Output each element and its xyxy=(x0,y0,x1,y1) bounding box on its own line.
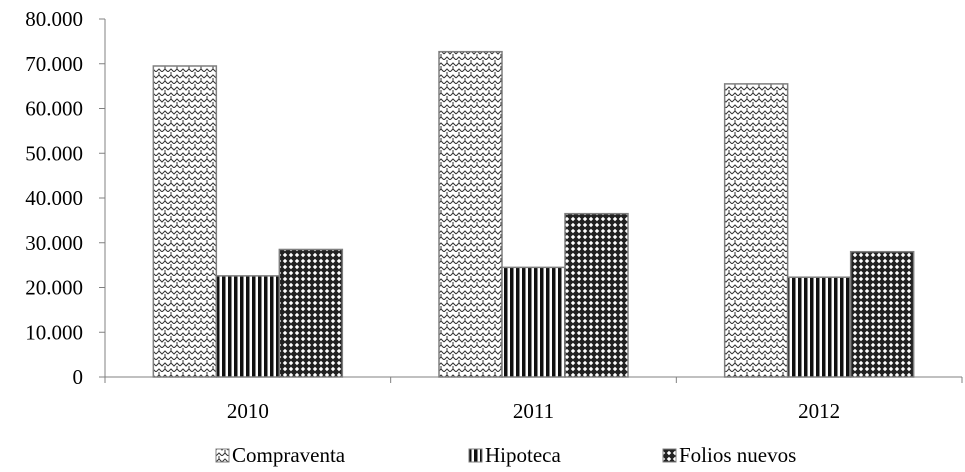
x-category-label: 2012 xyxy=(798,399,840,423)
y-axis-ticks: 0 10.000 20.000 30.000 40.000 50.000 60.000 70.… xyxy=(25,7,105,389)
y-tick-label: 20.000 xyxy=(25,276,83,300)
y-tick-label: 10.000 xyxy=(25,320,83,344)
x-category-label: 2011 xyxy=(513,399,554,423)
bar-hipoteca-2012 xyxy=(786,276,852,378)
legend-label: Hipoteca xyxy=(485,443,561,467)
legend-label: Compraventa xyxy=(232,443,346,467)
y-tick-label: 40.000 xyxy=(25,186,83,210)
bars xyxy=(152,50,915,378)
bar-compraventa-2010 xyxy=(152,65,218,378)
bar-folios-nuevos-2012 xyxy=(849,250,915,378)
bar-folios-nuevos-2011 xyxy=(564,212,629,378)
y-tick-label: 0 xyxy=(73,365,84,389)
y-tick-label: 80.000 xyxy=(25,7,83,31)
bar-hipoteca-2011 xyxy=(501,266,566,378)
legend: Compraventa Hipoteca Folios nuevos xyxy=(215,443,796,467)
y-tick-label: 30.000 xyxy=(25,231,83,255)
bar-folios-nuevos-2010 xyxy=(278,248,344,378)
legend-swatch-hipoteca xyxy=(468,448,483,463)
legend-label: Folios nuevos xyxy=(679,443,796,467)
x-category-label: 2010 xyxy=(227,399,269,423)
bar-compraventa-2012 xyxy=(723,83,789,378)
y-tick-label: 60.000 xyxy=(25,97,83,121)
bar-hipoteca-2010 xyxy=(215,275,281,378)
bar-compraventa-2011 xyxy=(438,50,503,378)
y-tick-label: 70.000 xyxy=(25,52,83,76)
y-tick-label: 50.000 xyxy=(25,141,83,165)
x-axis-labels: 2010 2011 2012 xyxy=(227,399,840,423)
legend-swatch-compraventa xyxy=(215,448,230,463)
legend-swatch-folios-nuevos xyxy=(662,448,677,463)
